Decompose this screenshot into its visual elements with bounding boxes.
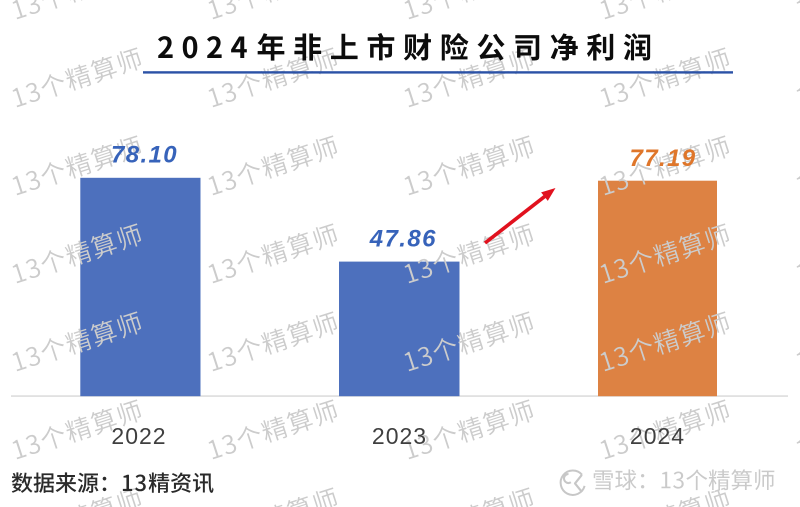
svg-text:78.10: 78.10 bbox=[111, 142, 178, 169]
svg-text:2022: 2022 bbox=[111, 423, 166, 449]
svg-text:2024: 2024 bbox=[630, 423, 685, 449]
svg-text:2023: 2023 bbox=[372, 423, 427, 449]
svg-text:47.86: 47.86 bbox=[369, 226, 437, 253]
svg-text:77.19: 77.19 bbox=[629, 145, 696, 172]
